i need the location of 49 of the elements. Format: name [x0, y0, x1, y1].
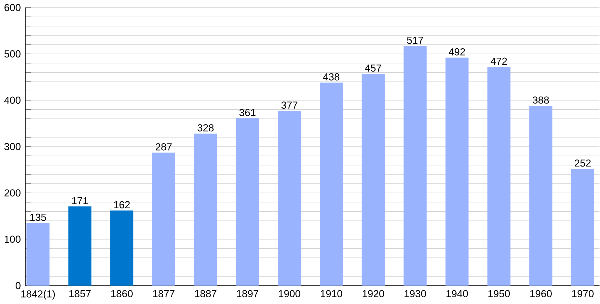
y-tick-label: 300 [4, 143, 21, 150]
y-tick-label: 400 [4, 96, 21, 104]
data-label: 328 [198, 124, 214, 132]
x-tick-label: 1950 [488, 290, 510, 298]
bar [530, 106, 553, 286]
bar [194, 134, 218, 286]
bar [236, 118, 260, 286]
x-tick-label: 1910 [321, 290, 342, 298]
x-tick-label: 1877 [153, 290, 175, 298]
data-label: 287 [156, 144, 172, 151]
y-tick-label: 600 [4, 4, 21, 12]
y-tick-label: 200 [4, 190, 21, 197]
y-tick-label: 100 [5, 236, 21, 244]
x-tick-label: 1940 [446, 290, 468, 298]
x-tick-label: 1970 [572, 290, 594, 298]
x-tick-label: 1960 [530, 290, 552, 298]
bar [362, 74, 385, 286]
bar [571, 169, 595, 286]
y-tick-label: 500 [4, 50, 21, 58]
bar [68, 206, 92, 286]
bar [152, 152, 176, 286]
data-label: 457 [365, 64, 382, 72]
bar [26, 223, 50, 286]
x-tick-label: 1930 [404, 290, 426, 298]
data-label: 438 [323, 74, 340, 81]
data-label: 171 [72, 197, 88, 204]
data-label: 472 [490, 58, 508, 65]
x-tick-label: 1900 [279, 290, 301, 298]
data-label: 162 [114, 201, 130, 209]
data-label: 388 [532, 96, 550, 104]
x-tick-label: 1920 [362, 290, 384, 298]
data-label: 252 [575, 160, 591, 167]
bar [446, 58, 469, 286]
x-tick-label: 1857 [70, 290, 91, 298]
data-label: 517 [407, 37, 424, 44]
data-label: 135 [30, 214, 46, 222]
data-label: 492 [449, 48, 466, 56]
x-tick-label: 1860 [112, 290, 133, 298]
bar [488, 67, 511, 286]
x-tick-label: 1842(1) [22, 290, 56, 300]
x-tick-label: 1887 [195, 290, 217, 298]
data-label: 361 [240, 109, 256, 116]
y-tick-label: 0 [16, 282, 21, 290]
bar [320, 82, 344, 286]
x-tick-label: 1897 [237, 290, 259, 298]
bar [404, 46, 427, 286]
bar [110, 210, 134, 286]
data-label: 377 [282, 102, 298, 109]
bar [278, 111, 302, 286]
